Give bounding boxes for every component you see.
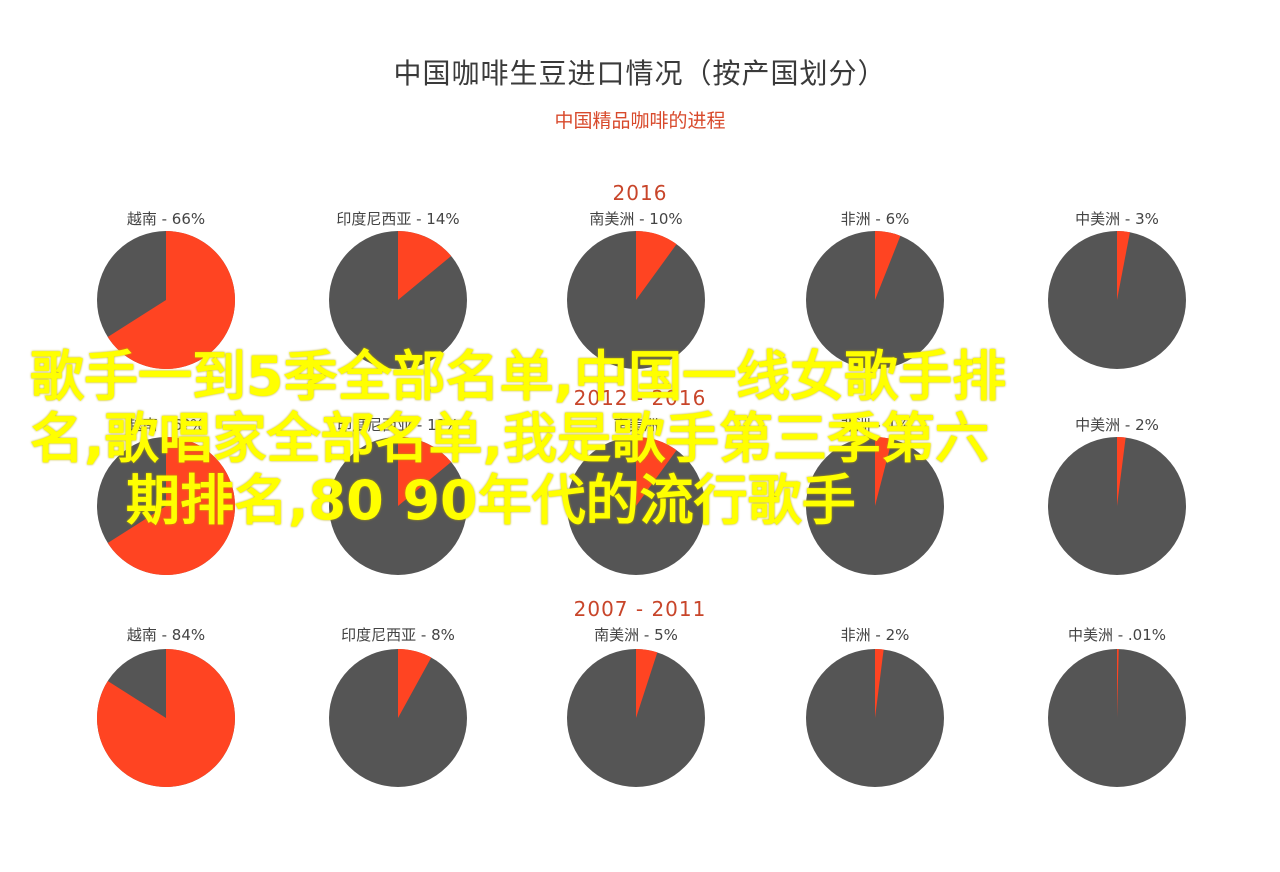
pie-label-0-0: 越南 - 66% (127, 210, 205, 228)
pie-slice-2-4 (1117, 648, 1119, 718)
chart-subtitle: 中国精品咖啡的进程 (554, 110, 726, 132)
pie-label-0-1: 印度尼西亚 - 14% (336, 210, 459, 228)
pie-slice-0-3 (875, 231, 901, 300)
row-title-2: 2007 - 2011 (574, 597, 707, 621)
pie-1-4: 中美洲 - 2% (1048, 416, 1186, 575)
chart-title: 中国咖啡生豆进口情况（按产国划分） (393, 57, 887, 90)
pie-label-2-1: 印度尼西亚 - 8% (341, 626, 455, 644)
pie-label-1-3: 非洲 - 4% (841, 416, 910, 434)
pie-slice-1-4 (1117, 436, 1126, 506)
overlay-line-1: 歌手一到5季全部名单,中国一线女歌手排 (30, 345, 1007, 408)
pie-slice-2-1 (398, 649, 432, 718)
pie-slice-0-2 (636, 231, 677, 300)
pie-slice-1-3 (875, 437, 893, 506)
pie-1-0: 越南 - 6?% (97, 416, 235, 575)
pie-label-0-3: 非洲 - 6% (841, 210, 910, 228)
pie-label-1-2: 南美洲 (613, 416, 658, 434)
pie-slice-2-3 (875, 649, 884, 718)
pie-2-2: 南美洲 - 5% (567, 626, 705, 787)
pie-slice-1-2 (636, 437, 677, 506)
pie-1-1: 印度尼西亚 - 1?% (329, 416, 467, 575)
overlay-line-3: 期排名,80 90年代的流行歌手 (126, 469, 856, 532)
pie-label-2-3: 非洲 - 2% (841, 626, 910, 644)
pie-label-1-1: 印度尼西亚 - 1?% (337, 416, 459, 434)
pie-label-1-4: 中美洲 - 2% (1075, 416, 1159, 434)
pie-0-3: 非洲 - 6% (806, 210, 944, 369)
pie-label-2-4: 中美洲 - .01% (1068, 626, 1166, 644)
pie-0-0: 越南 - 66% (97, 210, 235, 369)
pie-slice-0-0 (107, 231, 235, 369)
pie-2-0: 越南 - 84% (96, 626, 235, 787)
pie-0-1: 印度尼西亚 - 14% (329, 210, 467, 369)
pie-label-0-4: 中美洲 - 3% (1075, 210, 1159, 228)
row-title-1: 2012 - 2016 (574, 386, 707, 410)
row-title-0: 2016 (613, 181, 668, 205)
pie-2-4: 中美洲 - .01% (1048, 626, 1186, 787)
pie-slice-0-1 (398, 231, 452, 300)
pie-slice-2-2 (636, 649, 658, 718)
overlay-caption: 歌手一到5季全部名单,中国一线女歌手排 名,歌唱家全部名单,我是歌手第三季第六 … (30, 346, 1230, 532)
pie-2-1: 印度尼西亚 - 8% (329, 626, 467, 787)
pie-1-3: 非洲 - 4% (806, 416, 944, 575)
pie-slice-2-0 (96, 649, 235, 787)
pie-label-2-0: 越南 - 84% (127, 626, 205, 644)
pie-label-0-2: 南美洲 - 10% (589, 210, 682, 228)
pie-slice-1-1 (398, 437, 452, 506)
pie-label-2-2: 南美洲 - 5% (594, 626, 678, 644)
pie-slice-1-0 (107, 437, 235, 575)
pie-slice-0-4 (1117, 231, 1130, 300)
pie-0-4: 中美洲 - 3% (1048, 210, 1186, 369)
pie-1-2: 南美洲 (567, 416, 705, 575)
pie-0-2: 南美洲 - 10% (567, 210, 705, 369)
pie-2-3: 非洲 - 2% (806, 626, 944, 787)
pie-label-1-0: 越南 - 6?% (128, 416, 205, 434)
overlay-line-2: 名,歌唱家全部名单,我是歌手第三季第六 (30, 407, 990, 470)
